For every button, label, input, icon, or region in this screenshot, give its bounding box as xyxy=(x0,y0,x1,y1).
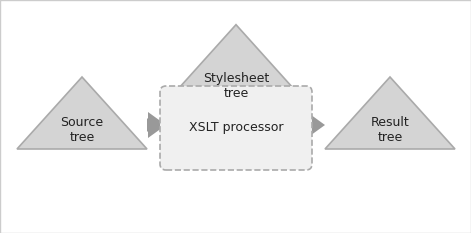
Polygon shape xyxy=(164,25,308,105)
Polygon shape xyxy=(325,77,455,149)
FancyBboxPatch shape xyxy=(160,86,312,170)
Text: XSLT processor: XSLT processor xyxy=(189,121,283,134)
Polygon shape xyxy=(222,74,250,105)
Polygon shape xyxy=(306,112,325,138)
Polygon shape xyxy=(17,77,147,149)
Text: Source
tree: Source tree xyxy=(60,116,104,144)
Text: Result
tree: Result tree xyxy=(371,116,409,144)
Text: Stylesheet
tree: Stylesheet tree xyxy=(203,72,269,100)
Polygon shape xyxy=(147,112,166,138)
